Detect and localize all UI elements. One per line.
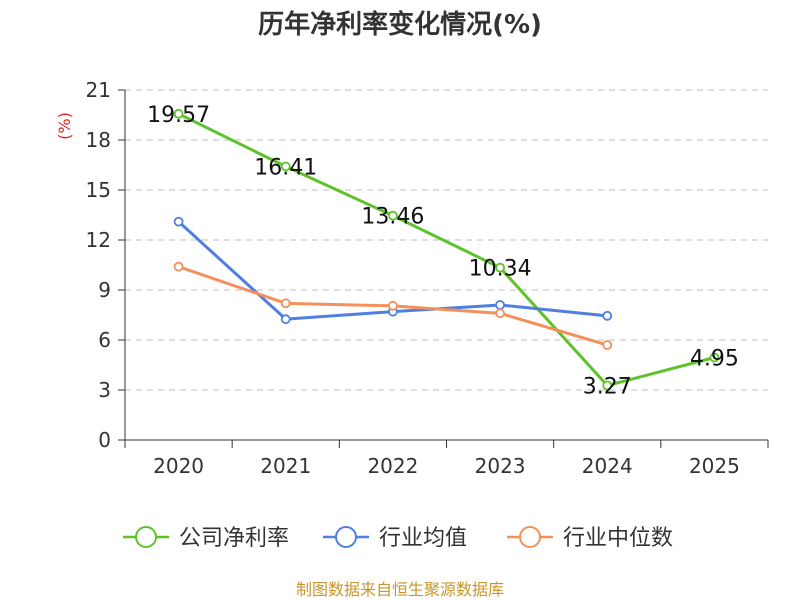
- axes: 0 3 6 9 12 15 18 21 2020 2021 2022 2023 2024 2025: [86, 78, 769, 478]
- x-tick-label: 2020: [153, 454, 204, 478]
- legend-label[interactable]: 行业均值: [379, 526, 467, 551]
- data-point[interactable]: [173, 108, 184, 119]
- y-tick-label: 9: [98, 278, 111, 302]
- x-tick-label: 2022: [367, 454, 418, 478]
- data-point[interactable]: [280, 161, 291, 172]
- legend-marker: [519, 526, 541, 548]
- data-point[interactable]: [388, 300, 398, 311]
- data-point[interactable]: [495, 300, 505, 310]
- x-tick-label: 2024: [582, 454, 633, 478]
- y-tick-label: 0: [98, 428, 111, 452]
- legend-label[interactable]: 行业中位数: [563, 526, 673, 551]
- y-axis-unit: (%): [55, 112, 74, 140]
- data-point[interactable]: [495, 262, 505, 273]
- data-point[interactable]: [173, 216, 184, 227]
- data-point[interactable]: [602, 310, 613, 321]
- data-label: 4.95: [690, 347, 739, 372]
- data-point[interactable]: [173, 261, 184, 272]
- y-tick-label: 12: [86, 228, 111, 252]
- legend-marker: [135, 526, 157, 548]
- legend-label[interactable]: 公司净利率: [179, 526, 289, 551]
- data-label: 13.46: [361, 205, 424, 230]
- data-point[interactable]: [602, 380, 613, 391]
- data-point[interactable]: [388, 210, 398, 221]
- series-line-0: [177, 112, 715, 387]
- data-point[interactable]: [602, 340, 613, 350]
- data-label: 19.57: [147, 103, 210, 128]
- series-group: [173, 108, 720, 391]
- legend[interactable]: 公司净利率 行业均值 行业中位数: [123, 526, 673, 551]
- x-tick-label: 2025: [689, 454, 740, 478]
- data-labels: 19.57 16.41 13.46 10.34 3.27 4.95: [147, 103, 739, 400]
- chart-title: 历年净利率变化情况(%): [258, 9, 542, 40]
- y-tick-label: 21: [86, 78, 111, 102]
- y-tick-label: 3: [98, 378, 111, 402]
- y-tick-label: 15: [86, 178, 111, 202]
- data-point[interactable]: [280, 298, 291, 309]
- legend-marker: [335, 526, 357, 548]
- data-point[interactable]: [495, 308, 505, 319]
- data-label: 10.34: [469, 257, 532, 282]
- data-label: 16.41: [254, 156, 317, 181]
- data-source-note: 制图数据来自恒生聚源数据库: [296, 580, 504, 599]
- x-tick-label: 2021: [260, 454, 311, 478]
- data-label: 3.27: [583, 375, 632, 400]
- x-tick-label: 2023: [475, 454, 526, 478]
- y-tick-label: 18: [86, 128, 111, 152]
- y-tick-label: 6: [98, 328, 111, 352]
- data-point[interactable]: [280, 314, 291, 325]
- data-point[interactable]: [709, 352, 720, 363]
